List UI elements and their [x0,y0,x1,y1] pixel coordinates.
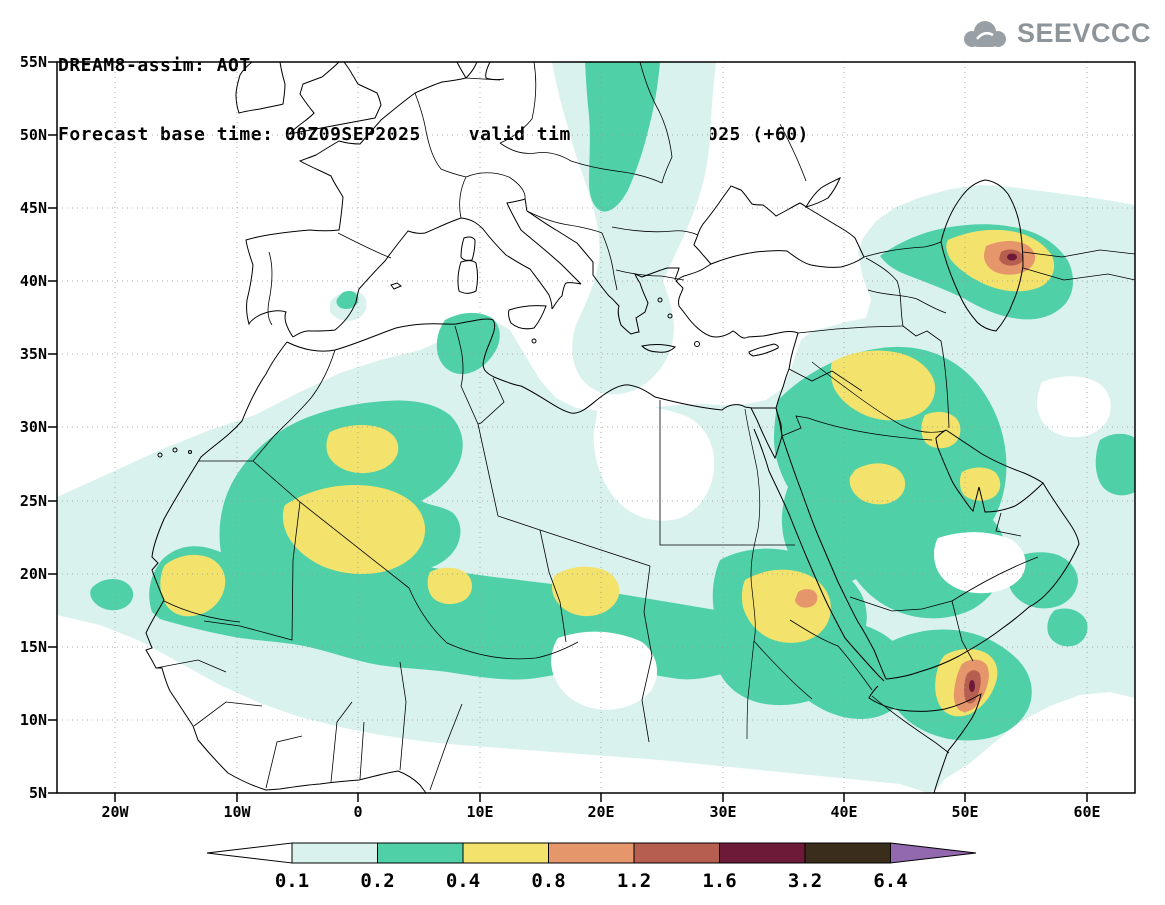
island-rhodes [694,341,700,347]
colorbar-label: 1.2 [617,870,651,892]
river-euphrates [811,361,945,433]
colorbar-seg-32 [804,842,891,864]
colorbar-seg-08 [548,842,635,864]
colorbar-labels: 0.1 0.2 0.4 0.8 1.2 1.6 3.2 6.4 [275,870,908,892]
coast-arabia-south [885,482,1080,680]
logo-text: SEEVCCC [1016,17,1151,48]
coast-iberia-france-northsea [245,61,467,338]
cloud-icon [963,21,1006,47]
y-axis-labels: 55N 50N 45N 40N 35N 30N 25N 20N 15N 10N … [20,53,47,802]
coast-horn-of-africa [868,685,982,794]
y-tick-label: 15N [20,638,47,656]
island-aegean-1 [657,297,663,303]
colorbar-seg-01 [291,842,378,864]
colorbar-label: 1.6 [702,870,736,892]
island-canary-1 [157,452,163,458]
x-tick-label: 20E [587,803,614,821]
colorbar-below-arrow [206,842,293,864]
y-tick-label: 20N [20,565,47,583]
coast-persian-gulf [935,429,1044,513]
coast-italy-boot [551,282,582,310]
y-tick-label: 5N [29,784,47,802]
coast-north-africa-levant-turkey [286,263,799,414]
colorbar-label: 0.2 [360,870,394,892]
y-tick-label: 55N [20,53,47,71]
island-malta [531,338,537,344]
colorbar-seg-12 [633,842,720,864]
y-tick-label: 35N [20,345,47,363]
coast-africa-atlantic [145,341,427,794]
coast-azov-sea [804,176,841,208]
island-canary-2 [172,447,178,453]
coast-black-sea [693,185,865,268]
coast-med-europe [292,217,553,338]
country-borders [155,61,1136,791]
x-axis-labels: 20W 10W 0 10E 20E 30E 40E 50E 60E [101,803,1100,821]
y-tick-label: 50N [20,126,47,144]
colorbar-seg-04 [462,842,549,864]
island-cyprus [748,343,779,357]
colorbar-above-arrow [890,842,977,864]
y-tick-label: 30N [20,418,47,436]
coast-sinai [750,407,783,460]
plot-title: DREAM8-assim: AOT [58,55,251,76]
colorbar-seg-02 [377,842,464,864]
colorbar-label: 3.2 [788,870,822,892]
island-canary-3 [188,450,192,454]
x-tick-label: 20W [101,803,129,821]
x-tick-label: 30E [709,803,736,821]
coast-red-sea-east [781,435,887,680]
colorbar [206,842,977,864]
island-crete [640,344,676,353]
island-sicily [508,305,547,330]
coast-red-sea-west [753,428,885,682]
river-blue-nile [753,640,813,700]
coast-britain [287,61,382,135]
axis-ticks [48,61,1088,802]
rivers [744,361,945,740]
seevccc-logo: SEEVCCC [959,16,1151,50]
y-tick-label: 25N [20,492,47,510]
island-aegean-2 [667,313,673,319]
x-tick-label: 60E [1073,803,1100,821]
coast-jutland [465,61,505,81]
y-tick-label: 40N [20,272,47,290]
graticule [57,62,1135,793]
river-white-nile [746,640,755,740]
fill-level-16 [969,253,1017,692]
colorbar-label: 6.4 [873,870,907,892]
x-tick-label: 50E [951,803,978,821]
colorbar-label: 0.1 [275,870,309,892]
x-tick-label: 10W [223,803,251,821]
contour-fills [57,62,1135,793]
x-tick-label: 0 [353,803,362,821]
island-sardinia [457,260,478,294]
colorbar-seg-16 [719,842,806,864]
river-nile [744,408,761,642]
colorbar-label: 0.4 [446,870,480,892]
island-corsica [460,236,476,261]
coast-ireland [235,61,286,114]
y-tick-label: 45N [20,199,47,217]
island-balearics [390,282,402,290]
colorbar-label: 0.8 [531,870,565,892]
fill-white-holes [551,376,1111,710]
x-tick-label: 40E [830,803,857,821]
y-tick-label: 10N [20,711,47,729]
coast-caspian-sea [940,179,1024,332]
x-tick-label: 10E [466,803,493,821]
